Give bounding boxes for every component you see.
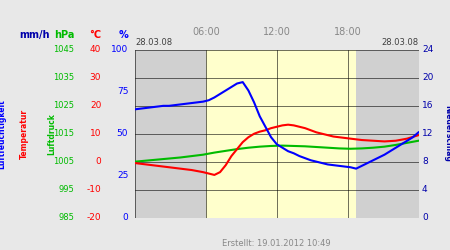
Text: 1045: 1045 xyxy=(53,46,74,54)
Text: 8: 8 xyxy=(422,157,427,166)
Text: hPa: hPa xyxy=(54,30,74,40)
Text: 18:00: 18:00 xyxy=(334,28,361,38)
Text: 1015: 1015 xyxy=(53,129,74,138)
Text: 50: 50 xyxy=(117,129,128,138)
Text: mm/h: mm/h xyxy=(19,30,50,40)
Text: 06:00: 06:00 xyxy=(192,28,220,38)
Text: 20: 20 xyxy=(422,74,433,82)
Text: Niederschlag: Niederschlag xyxy=(443,105,450,162)
Text: 24: 24 xyxy=(422,46,433,54)
Text: 995: 995 xyxy=(58,185,74,194)
Text: 40: 40 xyxy=(90,46,101,54)
Text: 4: 4 xyxy=(422,185,427,194)
Text: 10: 10 xyxy=(90,129,101,138)
Text: 100: 100 xyxy=(111,46,128,54)
Text: Temperatur: Temperatur xyxy=(20,109,29,159)
Text: -20: -20 xyxy=(86,213,101,222)
Bar xyxy=(206,50,356,217)
Text: 985: 985 xyxy=(58,213,74,222)
Text: 20: 20 xyxy=(90,101,101,110)
Text: %: % xyxy=(118,30,128,40)
Text: 28.03.08: 28.03.08 xyxy=(135,38,172,46)
Text: °C: °C xyxy=(89,30,101,40)
Text: 12:00: 12:00 xyxy=(263,28,291,38)
Text: Luftfeuchtigkeit: Luftfeuchtigkeit xyxy=(0,99,7,168)
Text: 1035: 1035 xyxy=(53,74,74,82)
Text: 0: 0 xyxy=(422,213,427,222)
Text: Luftdruck: Luftdruck xyxy=(47,113,56,155)
Text: Erstellt: 19.01.2012 10:49: Erstellt: 19.01.2012 10:49 xyxy=(222,238,331,248)
Text: 75: 75 xyxy=(117,87,128,96)
Text: 0: 0 xyxy=(122,213,128,222)
Text: -10: -10 xyxy=(86,185,101,194)
Text: 1005: 1005 xyxy=(53,157,74,166)
Text: 1025: 1025 xyxy=(53,101,74,110)
Text: 30: 30 xyxy=(90,74,101,82)
Text: 25: 25 xyxy=(117,171,128,180)
Text: 16: 16 xyxy=(422,101,433,110)
Text: 28.03.08: 28.03.08 xyxy=(382,38,418,46)
Text: 0: 0 xyxy=(95,157,101,166)
Text: 12: 12 xyxy=(422,129,433,138)
